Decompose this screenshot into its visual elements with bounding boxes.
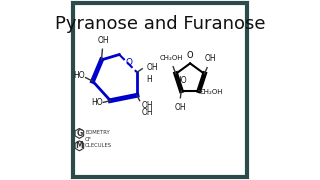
Text: HO: HO [175, 76, 187, 85]
Text: OH: OH [141, 101, 153, 110]
Text: O: O [187, 51, 194, 60]
Text: HO: HO [74, 71, 85, 80]
Text: OF: OF [85, 137, 92, 142]
Text: H: H [147, 75, 152, 84]
Text: OH: OH [141, 108, 153, 117]
Text: O: O [125, 58, 132, 67]
Text: M: M [76, 141, 83, 150]
Text: G: G [76, 129, 83, 138]
Text: CH₂OH: CH₂OH [160, 55, 183, 60]
Text: OH: OH [175, 103, 186, 112]
Text: OH: OH [98, 36, 109, 45]
Text: CH₂OH: CH₂OH [200, 89, 223, 94]
Text: EOMETRY: EOMETRY [85, 130, 110, 135]
Text: HO: HO [91, 98, 103, 107]
Text: OH: OH [147, 63, 158, 72]
Text: OLECULES: OLECULES [85, 143, 112, 148]
Text: Pyranose and Furanose: Pyranose and Furanose [55, 15, 265, 33]
Text: OH: OH [205, 54, 216, 63]
